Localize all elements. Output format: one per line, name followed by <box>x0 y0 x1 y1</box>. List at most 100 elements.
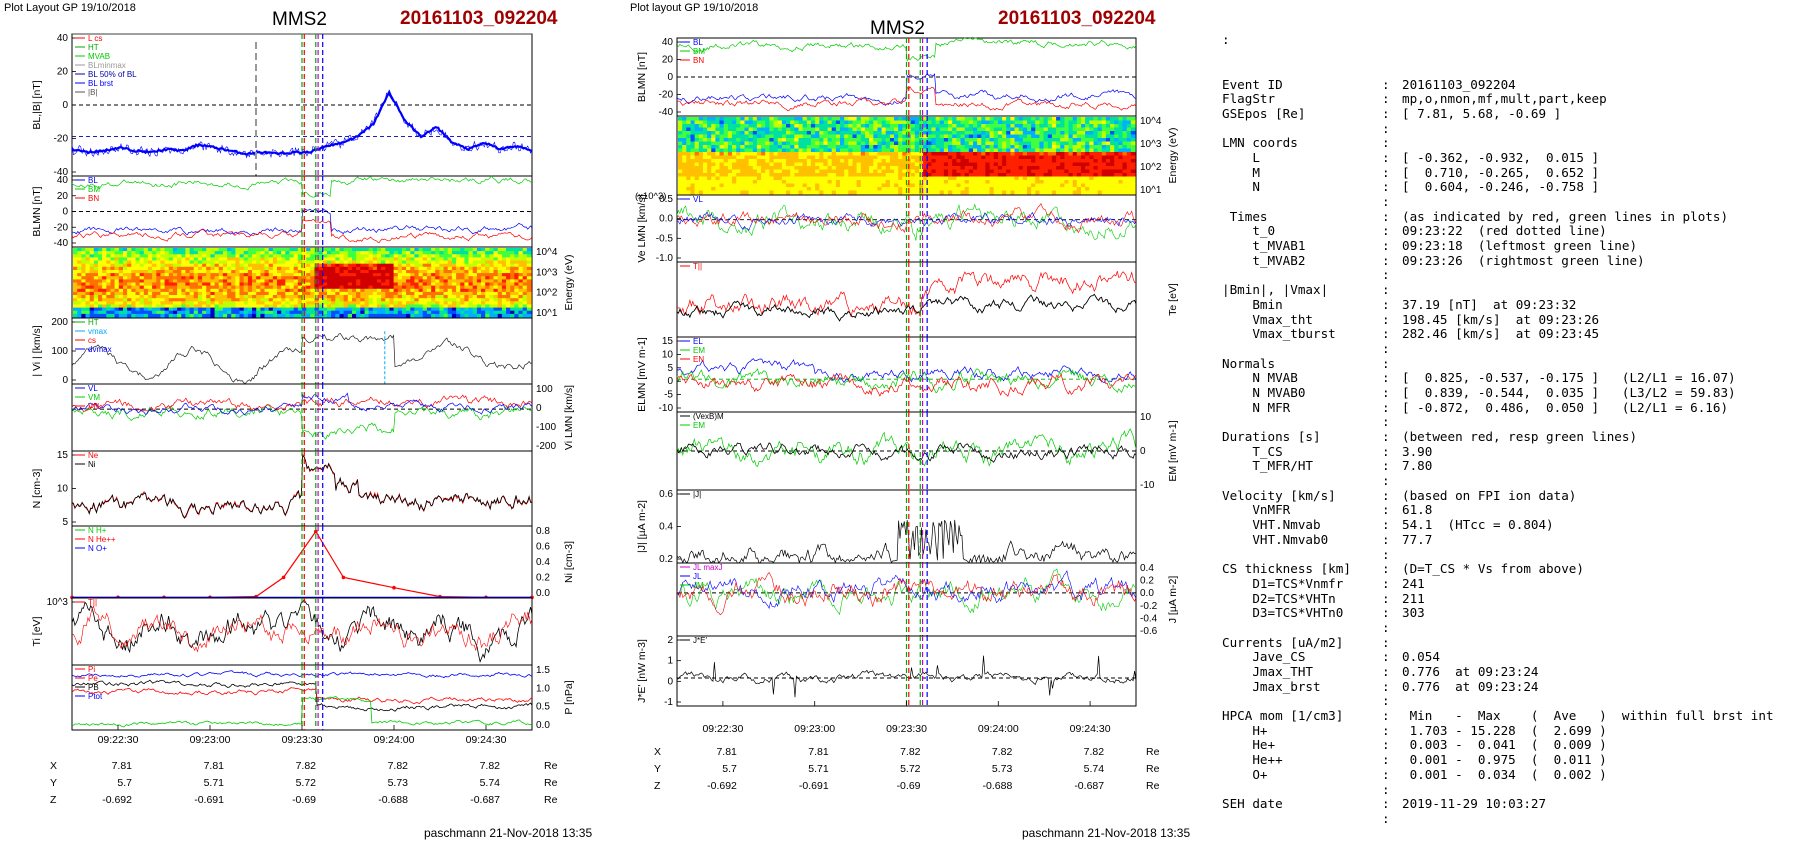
spectrogram-cell <box>956 187 962 192</box>
spectrogram-cell <box>736 134 741 139</box>
spectrogram-cell <box>931 176 937 181</box>
spectrogram-cell <box>314 295 320 299</box>
spectrogram-cell <box>723 138 729 143</box>
spectrogram-cell <box>443 285 449 290</box>
spectrogram-cell <box>418 295 424 299</box>
spectrogram-cell <box>736 176 741 181</box>
spectrogram-cell <box>239 304 245 309</box>
spectrogram-cell <box>973 162 978 167</box>
spectrogram-cell <box>476 285 482 290</box>
spectrogram-cell <box>260 298 266 302</box>
spectrogram-cell <box>1081 124 1086 129</box>
spectrogram-cell <box>707 180 712 185</box>
spectrogram-cell <box>110 310 116 315</box>
spectrogram-cell <box>285 301 291 305</box>
spectrogram-cell <box>277 295 282 299</box>
spectrogram-cell <box>218 295 224 299</box>
y-axis-label: BL,|B| [nT] <box>31 80 43 129</box>
spectrogram-cell <box>77 251 82 255</box>
spectrogram-cell <box>948 166 953 171</box>
spectrogram-cell <box>952 152 957 157</box>
spectrogram-cell <box>989 173 995 178</box>
spectrogram-cell <box>1089 176 1095 181</box>
spectrogram-cell <box>802 117 808 122</box>
spectrogram-cell <box>285 254 291 258</box>
spectrogram-cell <box>1126 180 1132 185</box>
spectrogram-cell <box>435 273 440 277</box>
spectrogram-cell <box>243 295 249 299</box>
spectrogram-cell <box>702 131 708 136</box>
spectrogram-cell <box>268 266 274 271</box>
spectrogram-cell <box>948 127 953 132</box>
spectrogram-cell <box>1101 155 1107 160</box>
spectrogram-cell <box>727 134 733 139</box>
spectrogram-cell <box>210 307 216 312</box>
spectrogram-cell <box>322 276 328 280</box>
spectrogram-cell <box>439 288 445 293</box>
spectrogram-cell <box>106 270 112 274</box>
spectrogram-cell <box>456 301 461 305</box>
spectrogram-cell <box>218 251 224 255</box>
spectrogram-cell <box>135 276 141 280</box>
spectrogram-cell <box>214 251 220 255</box>
spectrogram-cell <box>218 257 224 262</box>
spectrogram-cell <box>1031 120 1036 125</box>
spectrogram-cell <box>678 173 683 178</box>
spectrogram-cell <box>456 254 461 258</box>
spectrogram-cell <box>914 120 920 125</box>
spectrogram-cell <box>736 169 741 174</box>
spectrogram-cell <box>948 173 953 178</box>
spectrogram-cell <box>472 282 478 287</box>
spectrogram-cell <box>1118 117 1124 122</box>
coord-axis-label: Z <box>50 794 57 806</box>
legend-label: HT <box>88 43 99 52</box>
spectrogram-cell <box>1031 134 1036 139</box>
spectrogram-cell <box>310 266 316 271</box>
spectrogram-cell <box>118 298 124 302</box>
spectrogram-cell <box>877 117 883 122</box>
spectrogram-cell <box>985 120 991 125</box>
spectrogram-cell <box>1072 183 1078 188</box>
spectrogram-cell <box>218 266 224 271</box>
spectrogram-cell <box>293 254 299 258</box>
spectrogram-cell <box>756 127 762 132</box>
spectrogram-cell <box>898 159 903 164</box>
spectrogram-cell <box>385 304 391 309</box>
spectrogram-cell <box>686 117 692 122</box>
spectrogram-cell <box>968 152 974 157</box>
spectrogram-cell <box>973 117 978 122</box>
spectrogram-cell <box>993 166 999 171</box>
spectrogram-cell <box>815 138 820 143</box>
spectrogram-cell <box>1014 138 1020 143</box>
spectrogram-cell <box>744 183 750 188</box>
spectrogram-cell <box>885 176 891 181</box>
spectrogram-cell <box>960 159 966 164</box>
spectrogram-cell <box>1002 176 1007 181</box>
spectrogram-cell <box>756 117 762 122</box>
spectrogram-cell <box>1018 183 1024 188</box>
spectrogram-cell <box>73 273 78 277</box>
spectrogram-cell <box>815 155 820 160</box>
spectrogram-cell <box>135 279 141 284</box>
spectrogram-cell <box>102 301 107 305</box>
spectrogram-cell <box>806 155 812 160</box>
spectrogram-cell <box>143 270 149 274</box>
spectrogram-cell <box>1056 138 1061 143</box>
spectrogram-cell <box>152 295 157 299</box>
spectrogram-cell <box>989 155 995 160</box>
spectrogram-cell <box>810 180 816 185</box>
spectrogram-cell <box>401 263 407 268</box>
spectrogram-cell <box>715 138 721 143</box>
spectrogram-cell <box>281 295 286 299</box>
spectrogram-cell <box>310 310 316 315</box>
spectrogram-cell <box>1130 124 1136 129</box>
spectrogram-cell <box>1022 120 1028 125</box>
spectrogram-cell <box>1072 145 1078 150</box>
spectrogram-cell <box>1101 162 1107 167</box>
spectrogram-cell <box>1101 166 1107 171</box>
spectrogram-cell <box>185 276 191 280</box>
spectrogram-cell <box>143 301 149 305</box>
spectrogram-cell <box>1039 134 1045 139</box>
spectrogram-cell <box>264 273 270 277</box>
spectrogram-cell <box>360 276 366 280</box>
